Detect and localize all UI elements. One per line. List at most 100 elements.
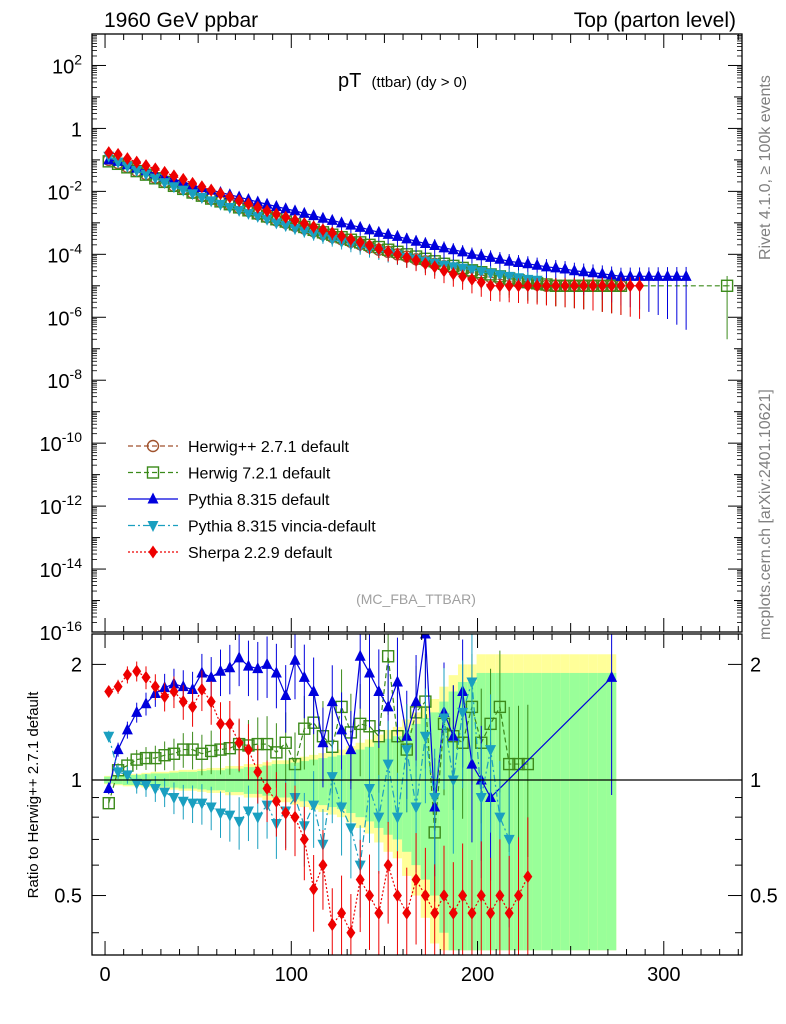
ratio-point-sherpa (150, 680, 160, 694)
data-point-pythia (261, 197, 273, 209)
data-point-vincia (289, 224, 301, 236)
ratio-point-sherpa (523, 870, 533, 884)
series-sherpa (104, 146, 645, 319)
ratio-point-sherpa (420, 889, 430, 903)
data-point-sherpa (420, 257, 430, 271)
data-point-sherpa (607, 279, 617, 293)
ratio-point-pythia (317, 736, 329, 748)
y-tick-base: 10 (52, 56, 74, 78)
ratio-point-herwig7 (502, 757, 516, 771)
data-point-sherpa (383, 245, 393, 259)
ratio-x-axis (104, 634, 739, 955)
ratio-point-pythia (205, 670, 217, 682)
ratio-point-vincia (419, 731, 431, 743)
data-point-vincia (242, 208, 254, 220)
data-point-sherpa (290, 213, 300, 227)
data-point-pythia (522, 257, 534, 269)
ratio-point-pythia (364, 666, 376, 678)
data-point-sherpa (234, 194, 244, 208)
legend-marker (147, 492, 159, 504)
legend-entry-herwig7: Herwig 7.2.1 default (128, 466, 331, 483)
ratio-point-sherpa (486, 906, 496, 920)
data-point-pythia (447, 243, 459, 255)
y-tick-base: 10 (40, 497, 62, 519)
analysis-tag: (MC_FBA_TTBAR) (356, 591, 476, 607)
data-point-sherpa (243, 197, 253, 211)
ratio-point-vincia (382, 759, 394, 771)
ratio-frame (91, 633, 743, 956)
y-tick-exponent: -10 (62, 429, 82, 445)
data-point-sherpa (439, 264, 449, 278)
ratio-point-herwig7 (167, 747, 181, 760)
ratio-y-tick-label-right: 1 (750, 770, 761, 792)
data-point-vincia (224, 202, 236, 214)
legend: Herwig++ 2.7.1 default Herwig 7.2.1 defau… (128, 439, 376, 562)
ratio-y-tick-label-right: 0.5 (750, 886, 778, 908)
data-point-pythia (289, 204, 301, 216)
data-point-pythia (382, 227, 394, 239)
data-point-sherpa (448, 267, 458, 281)
plot-title: pT (ttbar) (dy > 0) (338, 70, 467, 92)
data-point-pythia (438, 241, 450, 253)
y-tick-label: 10-10 (40, 429, 83, 456)
data-point-vincia (308, 229, 320, 241)
band-green-bin (299, 761, 309, 802)
ratio-point-sherpa (271, 794, 281, 808)
data-point-pythia (308, 209, 320, 221)
ratio-point-pythia (308, 684, 320, 696)
ratio-point-pythia (410, 695, 422, 707)
ratio-point-pythia (261, 657, 273, 669)
data-point-sherpa (197, 180, 207, 194)
rivet-version-label: Rivet 4.1.0, ≥ 100k events (757, 75, 774, 260)
ratio-point-vincia (205, 802, 217, 814)
ratio-point-pythia (298, 670, 310, 682)
data-point-sherpa (430, 260, 440, 274)
y-tick-label: 10-8 (47, 366, 82, 393)
data-point-sherpa (616, 279, 626, 293)
y-tick-exponent: -8 (70, 366, 83, 382)
ratio-point-sherpa (346, 926, 356, 940)
data-point-pythia (513, 255, 525, 267)
ratio-point-herwig7 (521, 757, 535, 771)
band-green-bin (569, 672, 580, 951)
data-point-vincia (326, 234, 338, 246)
data-point-pythia (354, 220, 366, 232)
legend-entry-sherpa: Sherpa 2.2.9 default (128, 545, 333, 562)
data-point-sherpa (225, 190, 235, 204)
ratio-point-herwig7 (260, 737, 274, 751)
data-point-vincia (270, 218, 282, 230)
ratio-point-sherpa (104, 684, 114, 698)
data-point-sherpa (402, 250, 412, 264)
y-tick-label: 10-2 (47, 177, 82, 204)
ratio-point-herwig7 (102, 796, 115, 810)
data-point-vincia (140, 169, 152, 181)
data-point-pythia (410, 234, 422, 246)
ratio-point-vincia (410, 802, 422, 814)
data-point-sherpa (392, 247, 402, 261)
ratio-point-pythia (233, 651, 245, 663)
y-tick-label: 10-16 (40, 618, 83, 645)
y-tick-exponent: -12 (62, 492, 82, 508)
ratio-point-herwig7 (381, 650, 395, 663)
data-point-sherpa (514, 279, 524, 293)
ratio-point-herwig7 (353, 717, 367, 731)
ratio-point-sherpa (299, 832, 309, 846)
ratio-point-vincia (103, 731, 115, 743)
main-x-axis (104, 34, 739, 632)
series-line-sherpa (108, 152, 640, 287)
ratio-point-vincia (447, 775, 459, 787)
data-point-vincia (215, 199, 227, 211)
ratio-series-sherpa (104, 661, 533, 955)
data-point-sherpa (541, 279, 551, 293)
ratio-point-sherpa (476, 889, 486, 903)
y-tick-label: 10-4 (47, 240, 82, 267)
data-point-sherpa (206, 183, 216, 197)
ratio-point-pythia (326, 695, 338, 707)
data-point-pythia (457, 245, 469, 257)
data-point-sherpa (365, 239, 375, 253)
data-point-pythia (336, 216, 348, 228)
ratio-point-sherpa (411, 873, 421, 887)
data-point-vincia (187, 189, 199, 201)
data-point-pythia (606, 268, 618, 280)
